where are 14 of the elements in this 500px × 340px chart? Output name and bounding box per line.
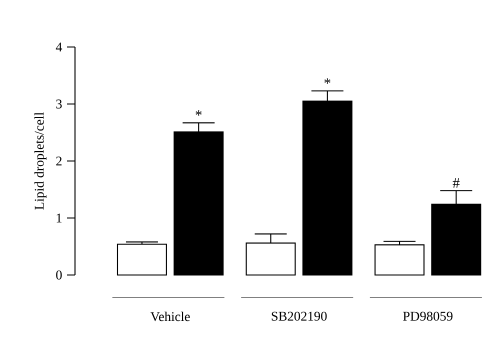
- x-tick-label: PD98059: [403, 312, 452, 321]
- y-tick-label: 4: [56, 42, 62, 52]
- y-tick-label: 1: [56, 214, 62, 222]
- y-tick-label: 2: [56, 156, 62, 166]
- annotation: #: [452, 178, 460, 188]
- x-tick-label: Vehicle: [150, 312, 190, 322]
- y-tick-label: 3: [56, 100, 62, 108]
- annotation: *: [324, 78, 330, 84]
- x-tick-label: SB202190: [272, 312, 327, 321]
- bar: [374, 244, 425, 276]
- y-tick-label: 0: [56, 270, 62, 280]
- annotation: *: [196, 110, 202, 116]
- bar: [116, 244, 167, 276]
- y-axis-title: Lipid droplets/cell: [34, 112, 46, 210]
